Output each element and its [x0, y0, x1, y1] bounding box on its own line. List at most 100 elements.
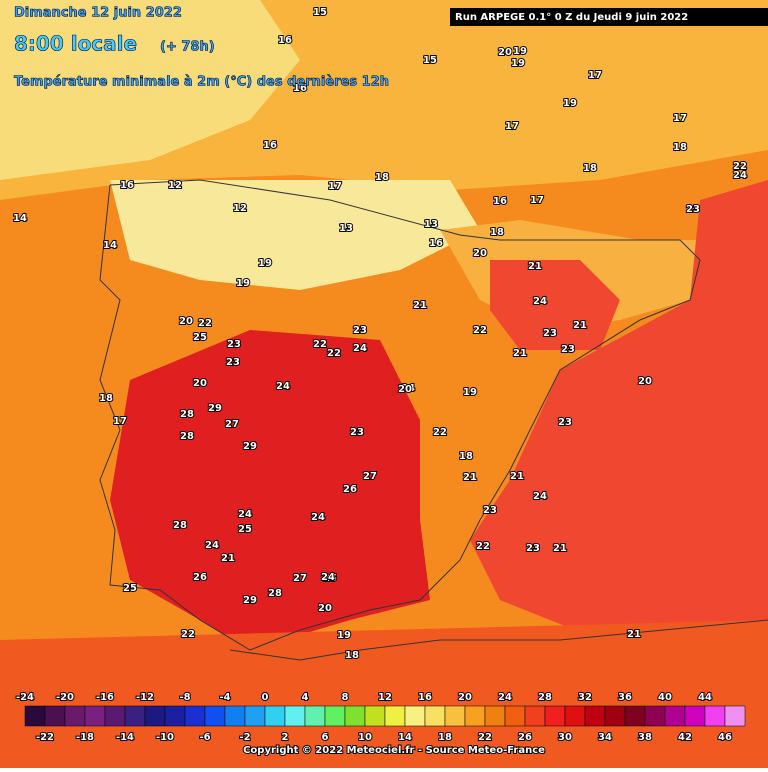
scale-tick-label: 44 — [698, 692, 712, 703]
temperature-label: 23 — [227, 339, 241, 350]
temperature-label: 23 — [561, 344, 575, 355]
temperature-label: 28 — [173, 520, 187, 531]
scale-swatch — [524, 705, 546, 727]
temperature-label: 25 — [323, 573, 337, 584]
temperature-label: 23 — [558, 417, 572, 428]
scale-swatch — [724, 705, 746, 727]
scale-swatch — [484, 705, 506, 727]
scale-swatch — [144, 705, 166, 727]
copyright: Copyright © 2022 Meteociel.fr - Source M… — [243, 745, 545, 756]
scale-tick-label: 18 — [438, 732, 452, 743]
scale-swatch — [584, 705, 606, 727]
scale-swatch — [344, 705, 366, 727]
temperature-label: 22 — [476, 541, 490, 552]
run-box — [450, 8, 768, 26]
temperature-label: 24 — [321, 572, 335, 583]
map-labels: 1519161615161617182019171917171818222324… — [12, 6, 748, 662]
scale-tick-label: -20 — [56, 692, 74, 703]
temperature-label: 17 — [113, 416, 127, 427]
temperature-label: 26 — [343, 484, 357, 495]
temperature-label: 22 — [181, 629, 195, 640]
temperature-label: 19 — [563, 98, 577, 109]
scale-tick-label: 42 — [678, 732, 692, 743]
temperature-label: 20 — [179, 316, 193, 327]
scale-tick-label: 14 — [398, 732, 412, 743]
scale-swatch — [564, 705, 586, 727]
scale-swatch — [364, 705, 386, 727]
temperature-label: 24 — [401, 383, 415, 394]
scale-tick-label: 26 — [518, 732, 532, 743]
temperature-label: 23 — [526, 543, 540, 554]
scale-swatch — [664, 705, 686, 727]
temperature-label: 20 — [193, 378, 207, 389]
scale-swatch — [684, 705, 706, 727]
temperature-label: 20 — [498, 47, 512, 58]
zone — [110, 330, 430, 650]
scale-tick-label: 28 — [538, 692, 552, 703]
temperature-label: 21 — [528, 261, 542, 272]
temperature-label: 29 — [243, 595, 257, 606]
temperature-label: 19 — [463, 387, 477, 398]
scale-tick-label: -22 — [36, 732, 54, 743]
temperature-label: 21 — [573, 320, 587, 331]
temperature-label: 25 — [123, 583, 137, 594]
scale-swatch — [464, 705, 486, 727]
coastline — [229, 619, 768, 661]
temperature-label: 18 — [583, 163, 597, 174]
scale-tick-label: 34 — [598, 732, 612, 743]
zone — [110, 180, 480, 290]
scale-tick-label: -4 — [219, 692, 230, 703]
scale-swatch — [104, 705, 126, 727]
scale-tick-label: 10 — [358, 732, 372, 743]
scale-swatch — [244, 705, 266, 727]
temperature-label: 26 — [193, 572, 207, 583]
temperature-label: 18 — [375, 172, 389, 183]
scale-tick-label: -24 — [16, 692, 34, 703]
legend-area — [0, 690, 768, 768]
temperature-label: 16 — [493, 196, 507, 207]
scale-swatch — [184, 705, 206, 727]
temperature-label: 14 — [13, 213, 27, 224]
scale-tick-label: -8 — [179, 692, 190, 703]
temperature-label: 15 — [423, 55, 437, 66]
temperature-label: 23 — [226, 357, 240, 368]
temperature-label: 19 — [511, 58, 525, 69]
temperature-label: 21 — [510, 471, 524, 482]
scale-tick-label: 38 — [638, 732, 652, 743]
scale-swatch — [424, 705, 446, 727]
scale-tick-label: -16 — [96, 692, 114, 703]
temperature-label: 25 — [193, 332, 207, 343]
temperature-label: 23 — [543, 328, 557, 339]
zone — [490, 260, 620, 350]
scale-swatch — [644, 705, 666, 727]
temperature-label: 21 — [221, 553, 235, 564]
temperature-label: 18 — [490, 227, 504, 238]
temperature-label: 19 — [513, 46, 527, 57]
temperature-label: 29 — [243, 441, 257, 452]
temperature-label: 18 — [673, 142, 687, 153]
temperature-label: 19 — [337, 630, 351, 641]
scale-swatch — [504, 705, 526, 727]
scale-swatch — [624, 705, 646, 727]
temperature-label: 28 — [180, 409, 194, 420]
scale-tick-label: 22 — [478, 732, 492, 743]
temperature-label: 20 — [318, 603, 332, 614]
temperature-label: 24 — [353, 343, 367, 354]
temperature-label: 21 — [413, 300, 427, 311]
temperature-label: 16 — [429, 238, 443, 249]
sea — [470, 180, 768, 640]
temperature-label: 21 — [553, 543, 567, 554]
temperature-label: 13 — [339, 223, 353, 234]
scale-swatch — [404, 705, 426, 727]
time: 8:00 locale — [14, 32, 137, 56]
temperature-label: 18 — [459, 451, 473, 462]
temperature-label: 21 — [513, 348, 527, 359]
scale-swatch — [704, 705, 726, 727]
temperature-label: 22 — [313, 339, 327, 350]
zone — [0, 0, 300, 180]
scale-tick-label: 2 — [282, 732, 289, 743]
scale-tick-label: -2 — [239, 732, 250, 743]
scale-tick-label: 6 — [322, 732, 329, 743]
